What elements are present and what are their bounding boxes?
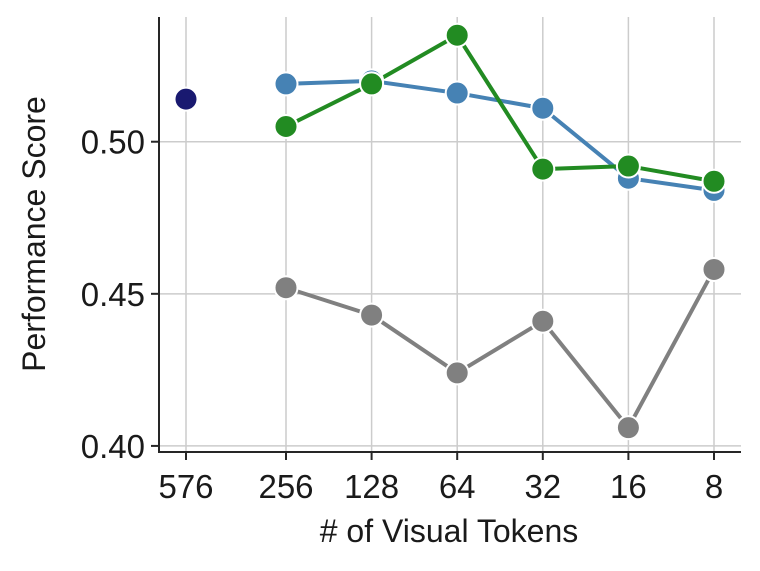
series-line-2 [284,33,716,184]
x-tick-label: 32 [524,468,561,505]
x-tick-label: 576 [158,468,213,505]
data-point-series-4 [173,86,199,112]
data-point-series-3 [359,302,385,328]
data-point-series-2 [615,153,641,179]
y-tick-label: 0.50 [81,124,145,161]
data-point-series-3 [444,360,470,386]
axes [158,17,741,453]
data-point-series-2 [444,22,470,48]
data-point-series-3 [615,415,641,441]
x-tick-label: 8 [705,468,723,505]
data-point-series-1 [530,95,556,121]
x-tick-label: 16 [610,468,647,505]
y-tick-label: 0.45 [81,276,145,313]
grid-lines [159,17,741,452]
data-point-series-2 [359,71,385,97]
data-point-series-1 [444,80,470,106]
data-point-series-2 [701,168,727,194]
x-tick-label: 128 [344,468,399,505]
data-point-series-2 [530,156,556,182]
data-point-series-3 [530,308,556,334]
tick-labels: 576 256 128 64 32 16 8 0.40 0.45 0.50 [81,124,723,505]
data-point-series-3 [273,275,299,301]
data-point-series-1 [273,71,299,97]
y-axis-label: Performance Score [16,96,52,372]
x-axis-label: # of Visual Tokens [320,513,579,549]
x-tick-label: 64 [439,468,476,505]
data-point-series-2 [273,114,299,140]
series-line-3 [284,267,716,430]
x-tick-label: 256 [258,468,313,505]
series-points [173,22,727,441]
series-line-1 [284,78,716,193]
y-tick-label: 0.40 [81,428,145,465]
tick-marks [151,140,715,460]
series-lines [284,33,716,430]
data-point-series-3 [701,256,727,282]
